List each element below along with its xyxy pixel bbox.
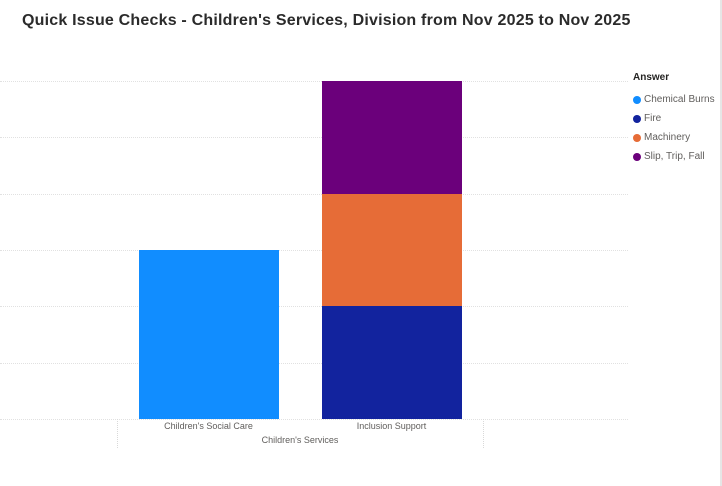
legend-item-label: Fire — [644, 113, 662, 124]
category-separator — [117, 419, 118, 448]
legend: Answer Chemical Burns Fire Machinery Slip, … — [633, 72, 720, 166]
legend-item-label: Slip, Trip, Fall — [644, 151, 705, 162]
legend-item-fire[interactable]: Fire — [633, 109, 720, 128]
gridline — [0, 137, 628, 139]
chart-title: Quick Issue Checks - Children's Services… — [22, 12, 631, 29]
legend-color-dot-machinery — [633, 133, 641, 142]
x-axis-label-children-s-social-care: Children's Social Care — [164, 421, 253, 431]
bar-segment-children-s-social-care-chemical-burns[interactable] — [138, 250, 279, 419]
legend-item-machinery[interactable]: Machinery — [633, 128, 720, 147]
legend-color-dot-slip-trip-fall — [633, 152, 641, 161]
bar-segment-inclusion-support-slip-trip-fall[interactable] — [321, 81, 462, 194]
legend-item-label: Chemical Burns — [644, 94, 715, 105]
legend-color-dot-fire — [633, 114, 641, 123]
legend-item-slip-trip-fall[interactable]: Slip, Trip, Fall — [633, 147, 720, 166]
category-separator — [483, 419, 484, 448]
gridline — [0, 419, 628, 420]
bar-segment-inclusion-support-fire[interactable] — [321, 306, 462, 419]
legend-item-label: Machinery — [644, 132, 691, 143]
legend-items: Chemical Burns Fire Machinery Slip, Trip, F… — [633, 90, 720, 166]
legend-title: Answer — [633, 72, 670, 83]
gridline — [0, 81, 628, 82]
gridline — [0, 306, 628, 308]
bar-segment-inclusion-support-machinery[interactable] — [321, 193, 462, 307]
x-axis-title: Children's Services — [261, 435, 339, 445]
plot-area — [0, 81, 628, 420]
legend-color-dot-chemical-burns — [633, 95, 641, 104]
gridline — [0, 250, 628, 251]
gridline — [0, 193, 628, 195]
gridline — [0, 362, 628, 364]
legend-item-chemical-burns[interactable]: Chemical Burns — [633, 90, 720, 109]
x-axis-label-inclusion-support: Inclusion Support — [356, 421, 427, 431]
